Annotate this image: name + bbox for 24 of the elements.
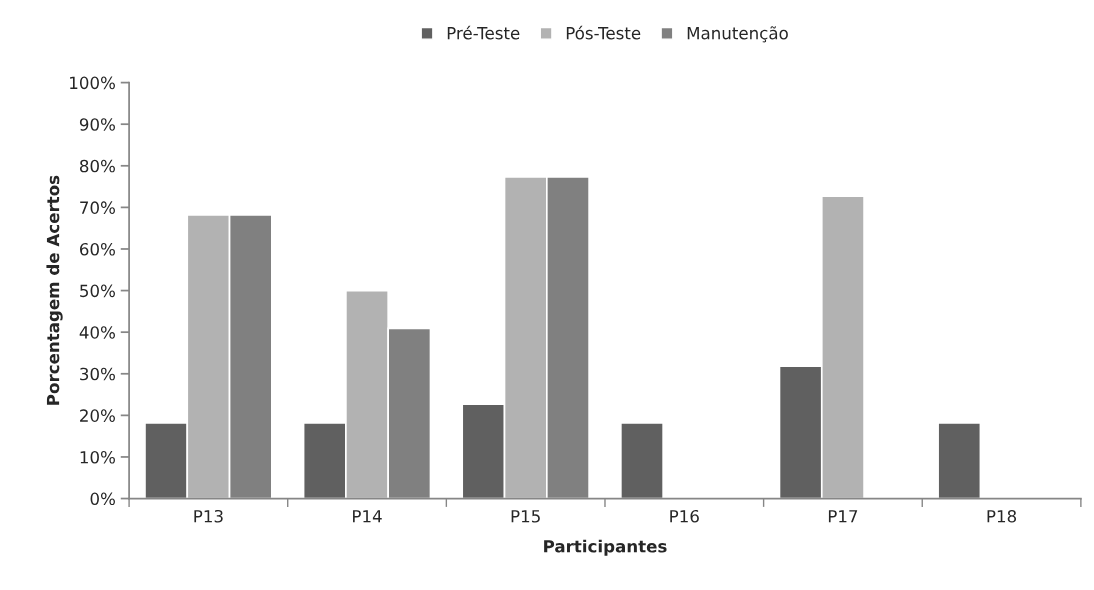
y-tick-label: 100%: [70, 76, 115, 90]
y-tick-label: 30%: [80, 367, 115, 381]
bar: [937, 422, 982, 499]
legend-label: Manutenção: [687, 26, 788, 43]
y-axis-title: Porcentagem de Acertos: [46, 175, 63, 405]
y-tick-label: 0%: [90, 492, 115, 506]
legend-label: Pós-Teste: [566, 25, 641, 40]
y-tick-label: 10%: [80, 450, 115, 464]
x-tick-label: P14: [353, 510, 382, 523]
x-tick-label: P16: [670, 509, 699, 523]
y-tick-label: 20%: [80, 409, 115, 422]
y-tick-label: 90%: [79, 118, 115, 131]
x-tick-label: P17: [828, 510, 858, 523]
y-tick-label: 50%: [80, 284, 115, 298]
y-tick-label: 80%: [79, 159, 115, 173]
x-tick-label: P15: [511, 510, 540, 523]
y-tick-label: 60%: [80, 242, 115, 256]
y-tick-label: 40%: [79, 326, 115, 339]
y-tick-label: 70%: [80, 201, 115, 214]
x-axis-title: Participantes: [544, 539, 667, 556]
x-tick-label: P18: [987, 509, 1017, 523]
bar: [620, 422, 664, 499]
x-tick-label: P13: [194, 509, 223, 523]
legend-label: Pré-Teste: [447, 25, 520, 40]
